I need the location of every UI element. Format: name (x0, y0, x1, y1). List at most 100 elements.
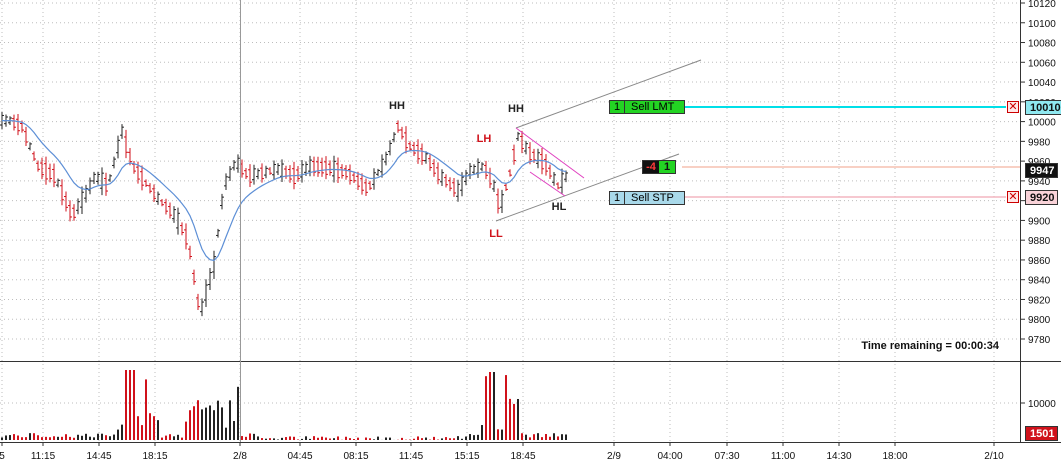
volume-bar (25, 437, 27, 440)
cancel-sell-lmt-icon[interactable]: ✕ (1007, 101, 1019, 113)
price-tick-label: 9840 (1028, 276, 1051, 287)
volume-bar (521, 433, 523, 440)
volume-bar (57, 436, 59, 440)
volume-bar (101, 433, 103, 440)
volume-bar (505, 375, 507, 440)
time-tick-label: 2/10 (984, 451, 1004, 462)
volume-bar (1, 437, 3, 440)
volume-bar (345, 436, 347, 440)
volume-bar (481, 425, 483, 440)
volume-bar (121, 424, 123, 440)
sell-stp-label: Sell STP (631, 192, 674, 204)
volume-bar (253, 433, 255, 440)
volume-bar (509, 398, 511, 440)
volume-bar (473, 435, 475, 440)
time-tick-label: 14:45 (86, 451, 111, 462)
position-qty: 1 (659, 161, 675, 173)
volume-bar (9, 435, 11, 440)
volume-bar (333, 438, 335, 440)
sell-stp-qty: 1 (610, 192, 625, 204)
time-tick-label: 08:15 (343, 451, 368, 462)
volume-bar (41, 437, 43, 440)
volume-bar (205, 407, 207, 440)
volume-bar (373, 439, 375, 440)
volume-bar (493, 372, 495, 440)
time-tick-label: 04:00 (657, 451, 682, 462)
volume-bar (561, 434, 563, 440)
volume-bar (89, 436, 91, 440)
volume-bar (177, 434, 179, 440)
cancel-sell-stp-icon[interactable]: ✕ (1007, 191, 1019, 203)
volume-bar (117, 429, 119, 440)
volume-bar (169, 434, 171, 440)
volume-bar (293, 436, 295, 440)
volume-bar (145, 379, 147, 440)
time-tick-label: 2/9 (607, 451, 621, 462)
volume-bar (301, 438, 303, 440)
time-tick-label: 15:15 (454, 451, 479, 462)
price-tick-label: 10120 (1028, 0, 1056, 10)
volume-bar (69, 436, 71, 440)
price-tick-label: 9800 (1028, 315, 1051, 326)
volume-bar (541, 437, 543, 440)
volume-bar (269, 438, 271, 440)
volume-bar (261, 438, 263, 440)
volume-bar (353, 439, 355, 440)
volume-bar (109, 436, 111, 440)
volume-bar (433, 436, 435, 440)
volume-bar (517, 398, 519, 440)
volume-bar (29, 433, 31, 440)
price-tick-label: 10060 (1028, 58, 1056, 69)
volume-bar (61, 436, 63, 440)
grid-lines (0, 0, 1020, 442)
volume-bar (385, 437, 387, 440)
volume-bar (181, 437, 183, 440)
volume-bar (401, 437, 403, 440)
volume-bar (45, 436, 47, 440)
annotation-hl: HL (552, 201, 567, 213)
volume-bar (477, 434, 479, 440)
volume-bar (85, 433, 87, 440)
channel-upper-line[interactable] (515, 59, 702, 129)
time-tick-label: 18:15 (142, 451, 167, 462)
volume-bar (149, 413, 151, 440)
volume-bar (357, 437, 359, 440)
volume-bar (441, 438, 443, 440)
price-tick-label: 10000 (1028, 118, 1056, 129)
volume-bar (349, 438, 351, 440)
volume-bar (157, 420, 159, 440)
sell-lmt-price-tag[interactable]: 10010 (1025, 100, 1061, 115)
price-tick-label: 9820 (1028, 295, 1051, 306)
sell-stp-order-button[interactable]: 1 Sell STP (609, 191, 685, 205)
wedge-lower-line[interactable] (529, 171, 566, 197)
volume-bar (553, 433, 555, 440)
annotation-hh: HH (508, 103, 524, 115)
wedge-upper-line[interactable] (515, 127, 585, 179)
volume-bar (77, 434, 79, 440)
volume-bar (281, 437, 283, 440)
volume-bar (197, 400, 199, 440)
sell-lmt-order-button[interactable]: 1 Sell LMT (609, 100, 685, 114)
volume-bar (417, 436, 419, 440)
volume-bar (497, 429, 499, 440)
volume-bar (313, 436, 315, 440)
price-tick-label: 9900 (1028, 216, 1051, 227)
volume-bar (513, 403, 515, 440)
sell-lmt-label: Sell LMT (631, 101, 675, 113)
volume-bar (33, 433, 35, 440)
volume-bar (285, 437, 287, 440)
price-tick-label: 9980 (1028, 137, 1051, 148)
sell-stp-price-tag[interactable]: 9920 (1025, 190, 1059, 205)
price-tick-label: 9960 (1028, 157, 1051, 168)
price-panel (0, 0, 1020, 360)
time-tick-label: 14:30 (826, 451, 851, 462)
volume-bar (141, 425, 143, 440)
volume-bar (129, 370, 131, 440)
volume-bar (309, 438, 311, 440)
time-tick-label: 11:00 (771, 451, 796, 462)
volume-bar (13, 434, 15, 440)
position-box[interactable]: -4 1 (642, 160, 676, 174)
sell-lmt-qty: 1 (610, 101, 625, 113)
volume-bar (545, 434, 547, 440)
